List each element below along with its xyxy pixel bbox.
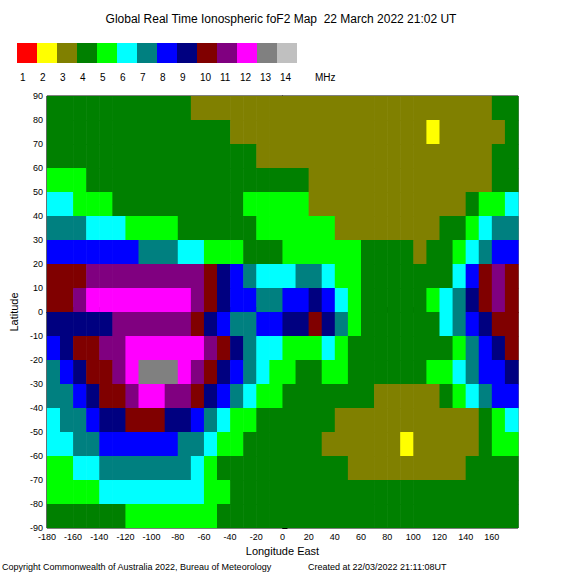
svg-text:20: 20 [304,532,314,542]
svg-text:90: 90 [33,91,43,101]
svg-text:80: 80 [382,532,392,542]
svg-text:-180: -180 [38,532,56,542]
svg-text:-20: -20 [30,355,43,365]
svg-text:120: 120 [432,532,447,542]
svg-text:40: 40 [330,532,340,542]
svg-text:-60: -60 [197,532,210,542]
svg-text:Global Real Time Ionospheric f: Global Real Time Ionospheric foF2 Map 22… [106,12,458,26]
svg-text:Created at 22/03/2022 21:11:08: Created at 22/03/2022 21:11:08UT [308,562,447,572]
svg-text:-20: -20 [250,532,263,542]
svg-text:-80: -80 [30,499,43,509]
svg-text:Copyright Commonwealth of Aust: Copyright Commonwealth of Australia 2022… [2,562,272,572]
svg-text:10: 10 [200,72,212,83]
svg-text:1: 1 [20,72,26,83]
svg-text:60: 60 [356,532,366,542]
svg-text:30: 30 [33,235,43,245]
svg-text:2: 2 [40,72,46,83]
svg-text:MHz: MHz [315,72,336,83]
svg-text:0: 0 [38,307,43,317]
svg-text:9: 9 [180,72,186,83]
svg-text:-10: -10 [30,331,43,341]
svg-text:-40: -40 [30,403,43,413]
svg-text:7: 7 [140,72,146,83]
svg-text:4: 4 [80,72,86,83]
svg-text:0: 0 [280,532,285,542]
svg-text:-120: -120 [116,532,134,542]
svg-text:70: 70 [33,139,43,149]
svg-text:40: 40 [33,211,43,221]
svg-text:-40: -40 [224,532,237,542]
svg-text:-80: -80 [171,532,184,542]
svg-text:140: 140 [458,532,473,542]
svg-text:100: 100 [406,532,421,542]
svg-text:60: 60 [33,163,43,173]
svg-text:14: 14 [280,72,292,83]
svg-text:Latitude: Latitude [8,292,20,331]
svg-text:6: 6 [120,72,126,83]
svg-text:10: 10 [33,283,43,293]
svg-text:13: 13 [260,72,272,83]
svg-text:80: 80 [33,115,43,125]
svg-text:5: 5 [100,72,106,83]
svg-text:-50: -50 [30,427,43,437]
svg-text:-90: -90 [29,523,43,533]
svg-text:160: 160 [484,532,499,542]
svg-text:11: 11 [220,72,231,83]
svg-text:50: 50 [33,187,43,197]
svg-text:-140: -140 [90,532,108,542]
svg-text:-60: -60 [30,451,43,461]
svg-text:-30: -30 [30,379,43,389]
svg-text:3: 3 [60,72,66,83]
svg-text:-70: -70 [30,475,43,485]
svg-text:20: 20 [33,259,43,269]
svg-text:12: 12 [240,72,252,83]
svg-text:-160: -160 [64,532,82,542]
svg-text:-100: -100 [143,532,161,542]
svg-text:Longitude East: Longitude East [246,545,319,557]
svg-text:8: 8 [160,72,166,83]
